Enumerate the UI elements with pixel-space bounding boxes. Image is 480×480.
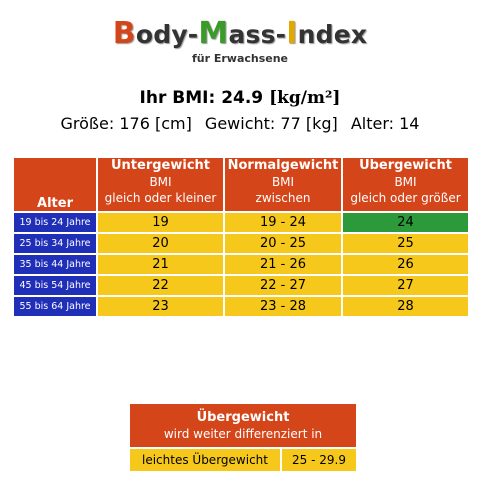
normalweight-title: Normalgewicht	[227, 158, 339, 173]
overweight-line2: gleich oder größer	[350, 191, 461, 205]
logo-text-3: ndex	[297, 20, 368, 49]
table-row: 25 bis 34 Jahre 20 20 - 25 25	[14, 234, 468, 253]
normalweight-value: 21 - 26	[225, 255, 341, 274]
bmi-label: Ihr BMI:	[139, 88, 216, 108]
age-range: 19 bis 24 Jahre	[14, 213, 96, 232]
logo-text-1: ody-	[135, 20, 199, 49]
overweight-value: 27	[343, 276, 468, 295]
bmi-unit: [kg/m²]	[269, 88, 341, 108]
app-logo: Body-Mass-Index	[0, 16, 480, 51]
normalweight-value: 23 - 28	[225, 297, 341, 316]
logo-letter-i: I	[286, 16, 298, 51]
overweight-value: 26	[343, 255, 468, 274]
logo-letter-m: M	[198, 16, 229, 51]
overweight-category-label: leichtes Übergewicht	[130, 449, 280, 471]
overweight-value: 28	[343, 297, 468, 316]
overweight-line1: BMI	[394, 175, 417, 189]
height-value: Größe: 176 [cm]	[60, 114, 192, 133]
normalweight-line2: zwischen	[255, 191, 311, 205]
bmi-result: Ihr BMI: 24.9 [kg/m²]	[0, 88, 480, 108]
overweight-header: Übergewicht BMI gleich oder größer	[343, 158, 468, 211]
table-row: 35 bis 44 Jahre 21 21 - 26 26	[14, 255, 468, 274]
overweight-value: 25	[343, 234, 468, 253]
underweight-title: Untergewicht	[110, 158, 211, 173]
table-row: 55 bis 64 Jahre 23 23 - 28 28	[14, 297, 468, 316]
age-range: 25 bis 34 Jahre	[14, 234, 96, 253]
overweight-detail-table: Übergewicht wird weiter differenziert in…	[128, 402, 358, 473]
underweight-header: Untergewicht BMI gleich oder kleiner	[98, 158, 223, 211]
weight-value: Gewicht: 77 [kg]	[204, 114, 338, 133]
bmi-value: 24.9	[221, 88, 264, 108]
table-row: 45 bis 54 Jahre 22 22 - 27 27	[14, 276, 468, 295]
bmi-table: Alter Untergewicht BMI gleich oder klein…	[12, 156, 470, 318]
normalweight-line1: BMI	[271, 175, 295, 189]
age-range: 55 bis 64 Jahre	[14, 297, 96, 316]
underweight-value: 21	[98, 255, 223, 274]
age-column-header: Alter	[14, 158, 96, 211]
overweight-detail-row: leichtes Übergewicht 25 - 29.9	[130, 449, 356, 471]
underweight-line2: gleich oder kleiner	[104, 191, 217, 205]
age-range: 35 bis 44 Jahre	[14, 255, 96, 274]
age-value: Alter: 14	[350, 114, 420, 133]
normalweight-value: 19 - 24	[225, 213, 341, 232]
underweight-value: 22	[98, 276, 223, 295]
underweight-value: 20	[98, 234, 223, 253]
input-summary: Größe: 176 [cm] Gewicht: 77 [kg] Alter: …	[0, 114, 480, 133]
overweight-detail-subtitle: wird weiter differenziert in	[163, 426, 323, 441]
logo-letter-b: B	[112, 16, 136, 51]
normalweight-value: 22 - 27	[225, 276, 341, 295]
overweight-value-highlighted: 24	[343, 213, 468, 232]
underweight-value: 23	[98, 297, 223, 316]
normalweight-header: Normalgewicht BMI zwischen	[225, 158, 341, 211]
overweight-detail-header-row: Übergewicht wird weiter differenziert in	[130, 404, 356, 447]
underweight-line1: BMI	[149, 175, 172, 189]
overweight-detail-title: Übergewicht	[196, 409, 290, 425]
logo-text-2: ass-	[228, 20, 287, 49]
overweight-detail-header: Übergewicht wird weiter differenziert in	[130, 404, 356, 447]
normalweight-value: 20 - 25	[225, 234, 341, 253]
subtitle: für Erwachsene	[191, 52, 289, 65]
table-header-row: Alter Untergewicht BMI gleich oder klein…	[14, 158, 468, 211]
overweight-category-range: 25 - 29.9	[282, 449, 356, 471]
age-range: 45 bis 54 Jahre	[14, 276, 96, 295]
underweight-value: 19	[98, 213, 223, 232]
table-row: 19 bis 24 Jahre 19 19 - 24 24	[14, 213, 468, 232]
overweight-title: Übergewicht	[359, 158, 452, 173]
